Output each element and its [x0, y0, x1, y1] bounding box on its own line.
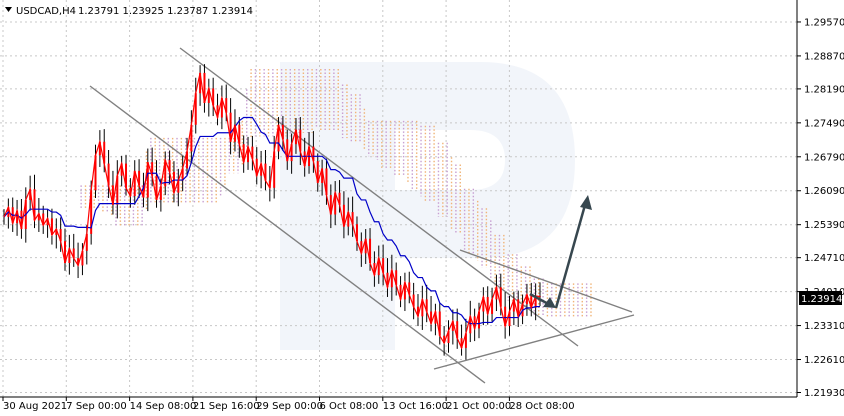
tenkan-line-path — [3, 72, 541, 350]
ichimoku-cloud-upper — [80, 69, 588, 318]
x-tick-label: 29 Sep 00:00 — [256, 401, 323, 412]
x-tick-label: 13 Oct 16:00 — [383, 401, 448, 412]
chart-grid — [0, 0, 797, 397]
ohlc-values: 1.23791 1.23925 1.23787 1.23914 — [78, 6, 253, 17]
price-axis: 1.29570 1.28870 1.28190 1.27490 1.26790 1.260… — [797, 17, 844, 399]
x-tick-label: 28 Oct 08:00 — [509, 401, 574, 412]
x-tick-label: 14 Sep 08:00 — [130, 401, 197, 412]
kijun-line — [3, 116, 540, 325]
forecast-arrows — [529, 195, 592, 309]
x-tick-label: 6 Oct 08:00 — [320, 401, 379, 412]
trend-channel — [89, 47, 635, 384]
y-tick-label: 1.21930 — [804, 388, 844, 399]
channel-line — [179, 47, 579, 347]
last-price-label: 1.23914 — [801, 294, 842, 305]
channel-line — [433, 314, 635, 370]
y-tick-label: 1.26790 — [804, 152, 844, 163]
symbol-dropdown-icon[interactable] — [5, 7, 12, 12]
last-price-tag: 1.23914 — [799, 291, 842, 305]
y-tick-label: 1.29570 — [804, 17, 844, 28]
last-price-tag-bg — [799, 291, 842, 305]
y-tick-label: 1.25390 — [804, 220, 844, 231]
x-tick-label: 30 Aug 2021 — [3, 401, 67, 412]
forecast-rise-arrowhead — [580, 195, 592, 210]
y-tick-label: 1.28190 — [804, 84, 844, 95]
watermark-logo — [280, 62, 575, 350]
x-tick-label: 21 Sep 16:00 — [193, 401, 260, 412]
y-tick-label: 1.23310 — [804, 321, 844, 332]
chart-header: USDCAD,H4 1.23791 1.23925 1.23787 1.2391… — [5, 6, 253, 17]
watermark-logo-glyph — [280, 62, 575, 350]
y-tick-label: 1.26090 — [804, 186, 844, 197]
forecast-rise-line — [554, 204, 587, 309]
symbol-label: USDCAD,H4 — [16, 6, 76, 17]
x-tick-label: 7 Sep 00:00 — [66, 401, 126, 412]
channel-line — [89, 85, 486, 384]
y-tick-label: 1.27490 — [804, 118, 844, 129]
tenkan-line — [3, 72, 541, 350]
kijun-line-path — [3, 116, 540, 325]
x-tick-label: 21 Oct 00:00 — [446, 401, 511, 412]
forecast-dip-arrowhead — [543, 297, 556, 308]
y-tick-label: 1.24710 — [804, 253, 844, 264]
channel-line — [459, 249, 633, 313]
y-tick-label: 1.28870 — [804, 51, 844, 62]
y-tick-label: 1.22610 — [804, 355, 844, 366]
